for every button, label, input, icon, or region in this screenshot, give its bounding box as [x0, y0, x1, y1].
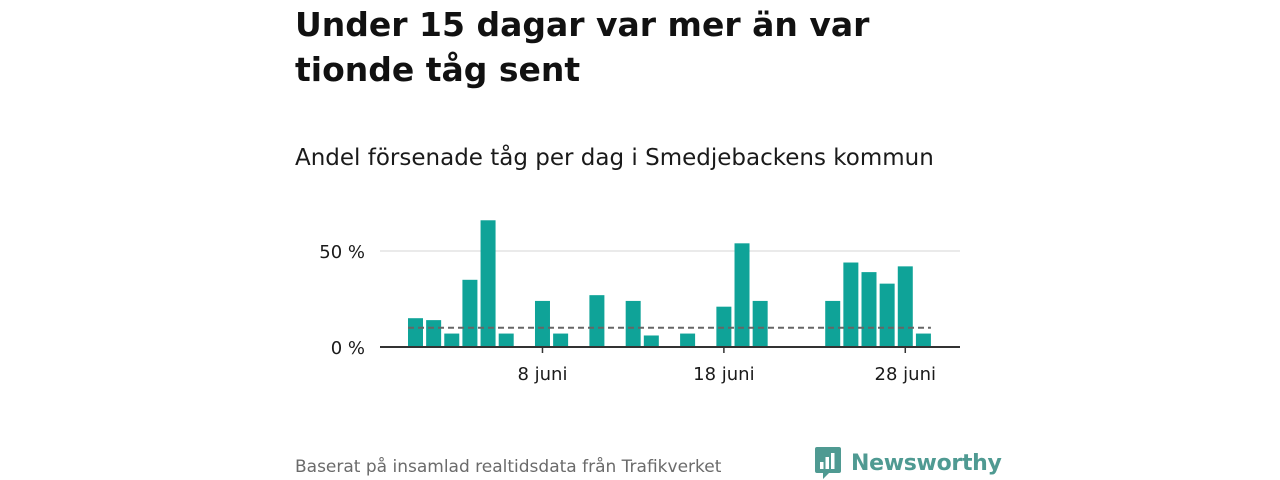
bar: [680, 333, 696, 347]
bar: [843, 262, 859, 347]
bar: [734, 243, 750, 347]
bar-chart-speech-bubble-icon: [815, 447, 841, 479]
bar: [553, 333, 569, 347]
bar-chart: 0 % 50 % 8 juni 18 juni 28 juni: [319, 220, 960, 385]
bar: [752, 300, 768, 347]
chart-title: Under 15 dagar var mer än var tionde tåg…: [295, 5, 870, 89]
bar: [462, 279, 478, 347]
bars: [408, 220, 931, 347]
bar: [498, 333, 514, 347]
y-tick-label: 50 %: [319, 242, 365, 263]
bar: [408, 318, 423, 347]
x-tick-label: 8 juni: [517, 364, 567, 385]
x-tick-label: 18 juni: [693, 364, 754, 385]
bar: [426, 320, 442, 347]
bar: [861, 272, 877, 347]
newsworthy-logo[interactable]: Newsworthy: [814, 446, 1002, 480]
bar: [625, 300, 641, 347]
bar: [534, 300, 550, 347]
bar: [480, 220, 496, 347]
axes: 0 % 50 % 8 juni 18 juni 28 juni: [319, 242, 960, 385]
bar: [897, 266, 913, 347]
chart-card: Under 15 dagar var mer än var tionde tåg…: [295, 0, 1002, 480]
bar: [643, 335, 659, 347]
chart-subtitle: Andel försenade tåg per dag i Smedjeback…: [295, 145, 934, 171]
bar: [589, 295, 605, 347]
bar: [879, 283, 895, 347]
y-tick-label: 0 %: [331, 338, 365, 359]
bar: [444, 333, 460, 347]
source-note: Baserat på insamlad realtidsdata från Tr…: [295, 457, 722, 477]
brand-name: Newsworthy: [851, 450, 1002, 476]
x-tick-label: 28 juni: [875, 364, 936, 385]
bar: [825, 300, 841, 347]
bar: [915, 333, 931, 347]
